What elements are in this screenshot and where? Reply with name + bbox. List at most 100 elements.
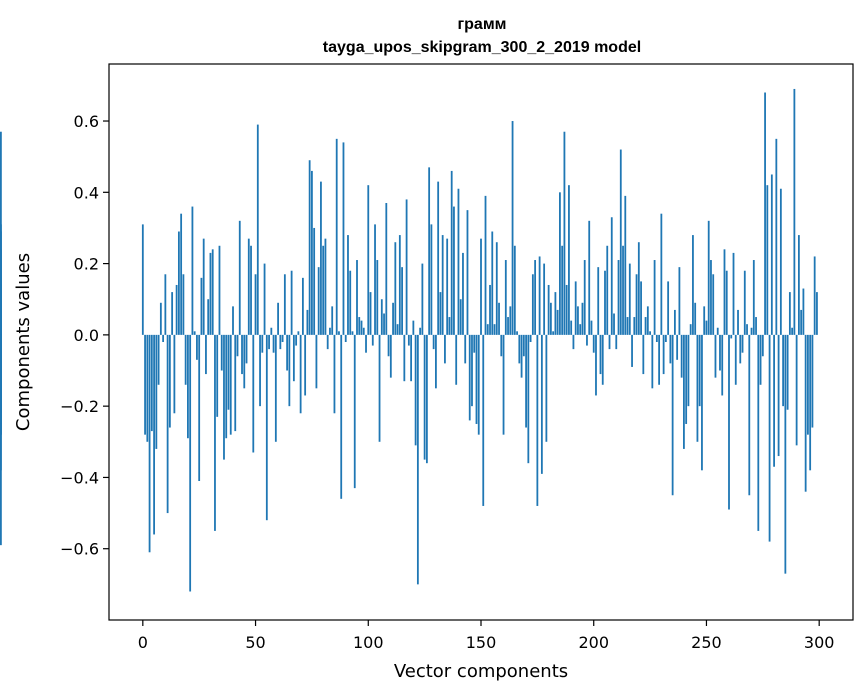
bar bbox=[286, 334, 289, 371]
bar bbox=[696, 334, 699, 442]
y-tick-label: 0.2 bbox=[74, 255, 99, 274]
bar bbox=[658, 334, 661, 385]
bar bbox=[685, 334, 688, 424]
bar bbox=[538, 256, 541, 335]
bar bbox=[640, 281, 642, 335]
bar bbox=[610, 217, 613, 335]
bar bbox=[159, 302, 162, 335]
bar bbox=[800, 309, 803, 335]
bar bbox=[243, 334, 246, 389]
bar bbox=[256, 124, 259, 335]
bar bbox=[673, 309, 676, 335]
bar bbox=[676, 334, 679, 360]
bar bbox=[777, 334, 780, 457]
bar bbox=[559, 192, 561, 335]
bar bbox=[281, 334, 284, 342]
bar bbox=[509, 306, 512, 335]
bar bbox=[757, 334, 760, 531]
bar bbox=[272, 334, 275, 353]
bars-group bbox=[0, 88, 818, 592]
bar bbox=[342, 142, 345, 335]
bar bbox=[495, 242, 498, 335]
bar bbox=[216, 334, 219, 417]
bar bbox=[782, 334, 785, 407]
bar bbox=[502, 334, 505, 435]
bar bbox=[791, 327, 794, 335]
bar bbox=[516, 331, 518, 335]
bar bbox=[340, 334, 343, 499]
bar bbox=[622, 245, 624, 335]
bar bbox=[520, 334, 523, 378]
bar bbox=[365, 334, 367, 353]
bar bbox=[561, 245, 564, 335]
bar bbox=[177, 231, 180, 335]
bar bbox=[198, 334, 201, 481]
bar bbox=[164, 274, 167, 335]
bar bbox=[326, 334, 329, 350]
bar bbox=[306, 309, 309, 335]
bar bbox=[225, 334, 228, 439]
bar bbox=[687, 334, 690, 407]
bar bbox=[322, 245, 325, 335]
bar bbox=[619, 149, 622, 335]
bar bbox=[238, 220, 241, 335]
bar bbox=[764, 92, 766, 335]
bar bbox=[0, 334, 2, 424]
bar bbox=[191, 206, 194, 335]
bar bbox=[698, 334, 701, 407]
bar bbox=[755, 317, 757, 335]
bar bbox=[254, 274, 257, 335]
bar bbox=[606, 245, 609, 335]
bar bbox=[403, 334, 406, 382]
bar bbox=[707, 220, 710, 335]
bar bbox=[543, 263, 546, 335]
bar bbox=[644, 317, 647, 335]
bar bbox=[180, 213, 183, 335]
bar bbox=[565, 284, 568, 335]
bar bbox=[383, 313, 385, 335]
bar bbox=[150, 334, 153, 432]
bar bbox=[265, 334, 268, 521]
bar bbox=[788, 292, 791, 335]
bar bbox=[601, 334, 604, 385]
bar bbox=[549, 302, 552, 335]
bar bbox=[311, 170, 313, 335]
bar bbox=[786, 334, 789, 410]
bar bbox=[392, 302, 394, 335]
bar bbox=[398, 235, 401, 335]
bar bbox=[507, 317, 509, 335]
bar bbox=[531, 274, 534, 335]
bar bbox=[680, 334, 683, 378]
bar bbox=[653, 260, 656, 335]
bar bbox=[768, 334, 771, 542]
bar bbox=[545, 334, 548, 442]
bar bbox=[795, 334, 798, 446]
bar bbox=[504, 260, 507, 335]
bar bbox=[802, 288, 805, 335]
bar bbox=[761, 334, 764, 357]
y-tick-label: 0.4 bbox=[74, 183, 99, 202]
bar bbox=[581, 302, 584, 335]
bar bbox=[419, 327, 422, 335]
bar bbox=[608, 334, 611, 350]
bar bbox=[486, 324, 489, 335]
bar bbox=[689, 324, 692, 335]
bar bbox=[552, 331, 555, 335]
bar bbox=[171, 292, 174, 335]
x-axis-ticks: 0 50 100 150 200 250 300 bbox=[138, 620, 834, 652]
bar bbox=[207, 299, 210, 335]
bar bbox=[157, 334, 160, 385]
bar bbox=[617, 260, 620, 335]
y-tick-label: 0.6 bbox=[74, 112, 99, 131]
bar bbox=[816, 292, 818, 335]
bar bbox=[592, 334, 595, 353]
bar bbox=[588, 220, 591, 335]
bar bbox=[752, 260, 755, 335]
bar bbox=[232, 306, 234, 335]
bar bbox=[259, 334, 261, 407]
bar bbox=[498, 302, 500, 335]
bar bbox=[155, 334, 158, 449]
bar bbox=[748, 334, 751, 496]
bar bbox=[313, 227, 316, 335]
bar bbox=[288, 334, 291, 407]
